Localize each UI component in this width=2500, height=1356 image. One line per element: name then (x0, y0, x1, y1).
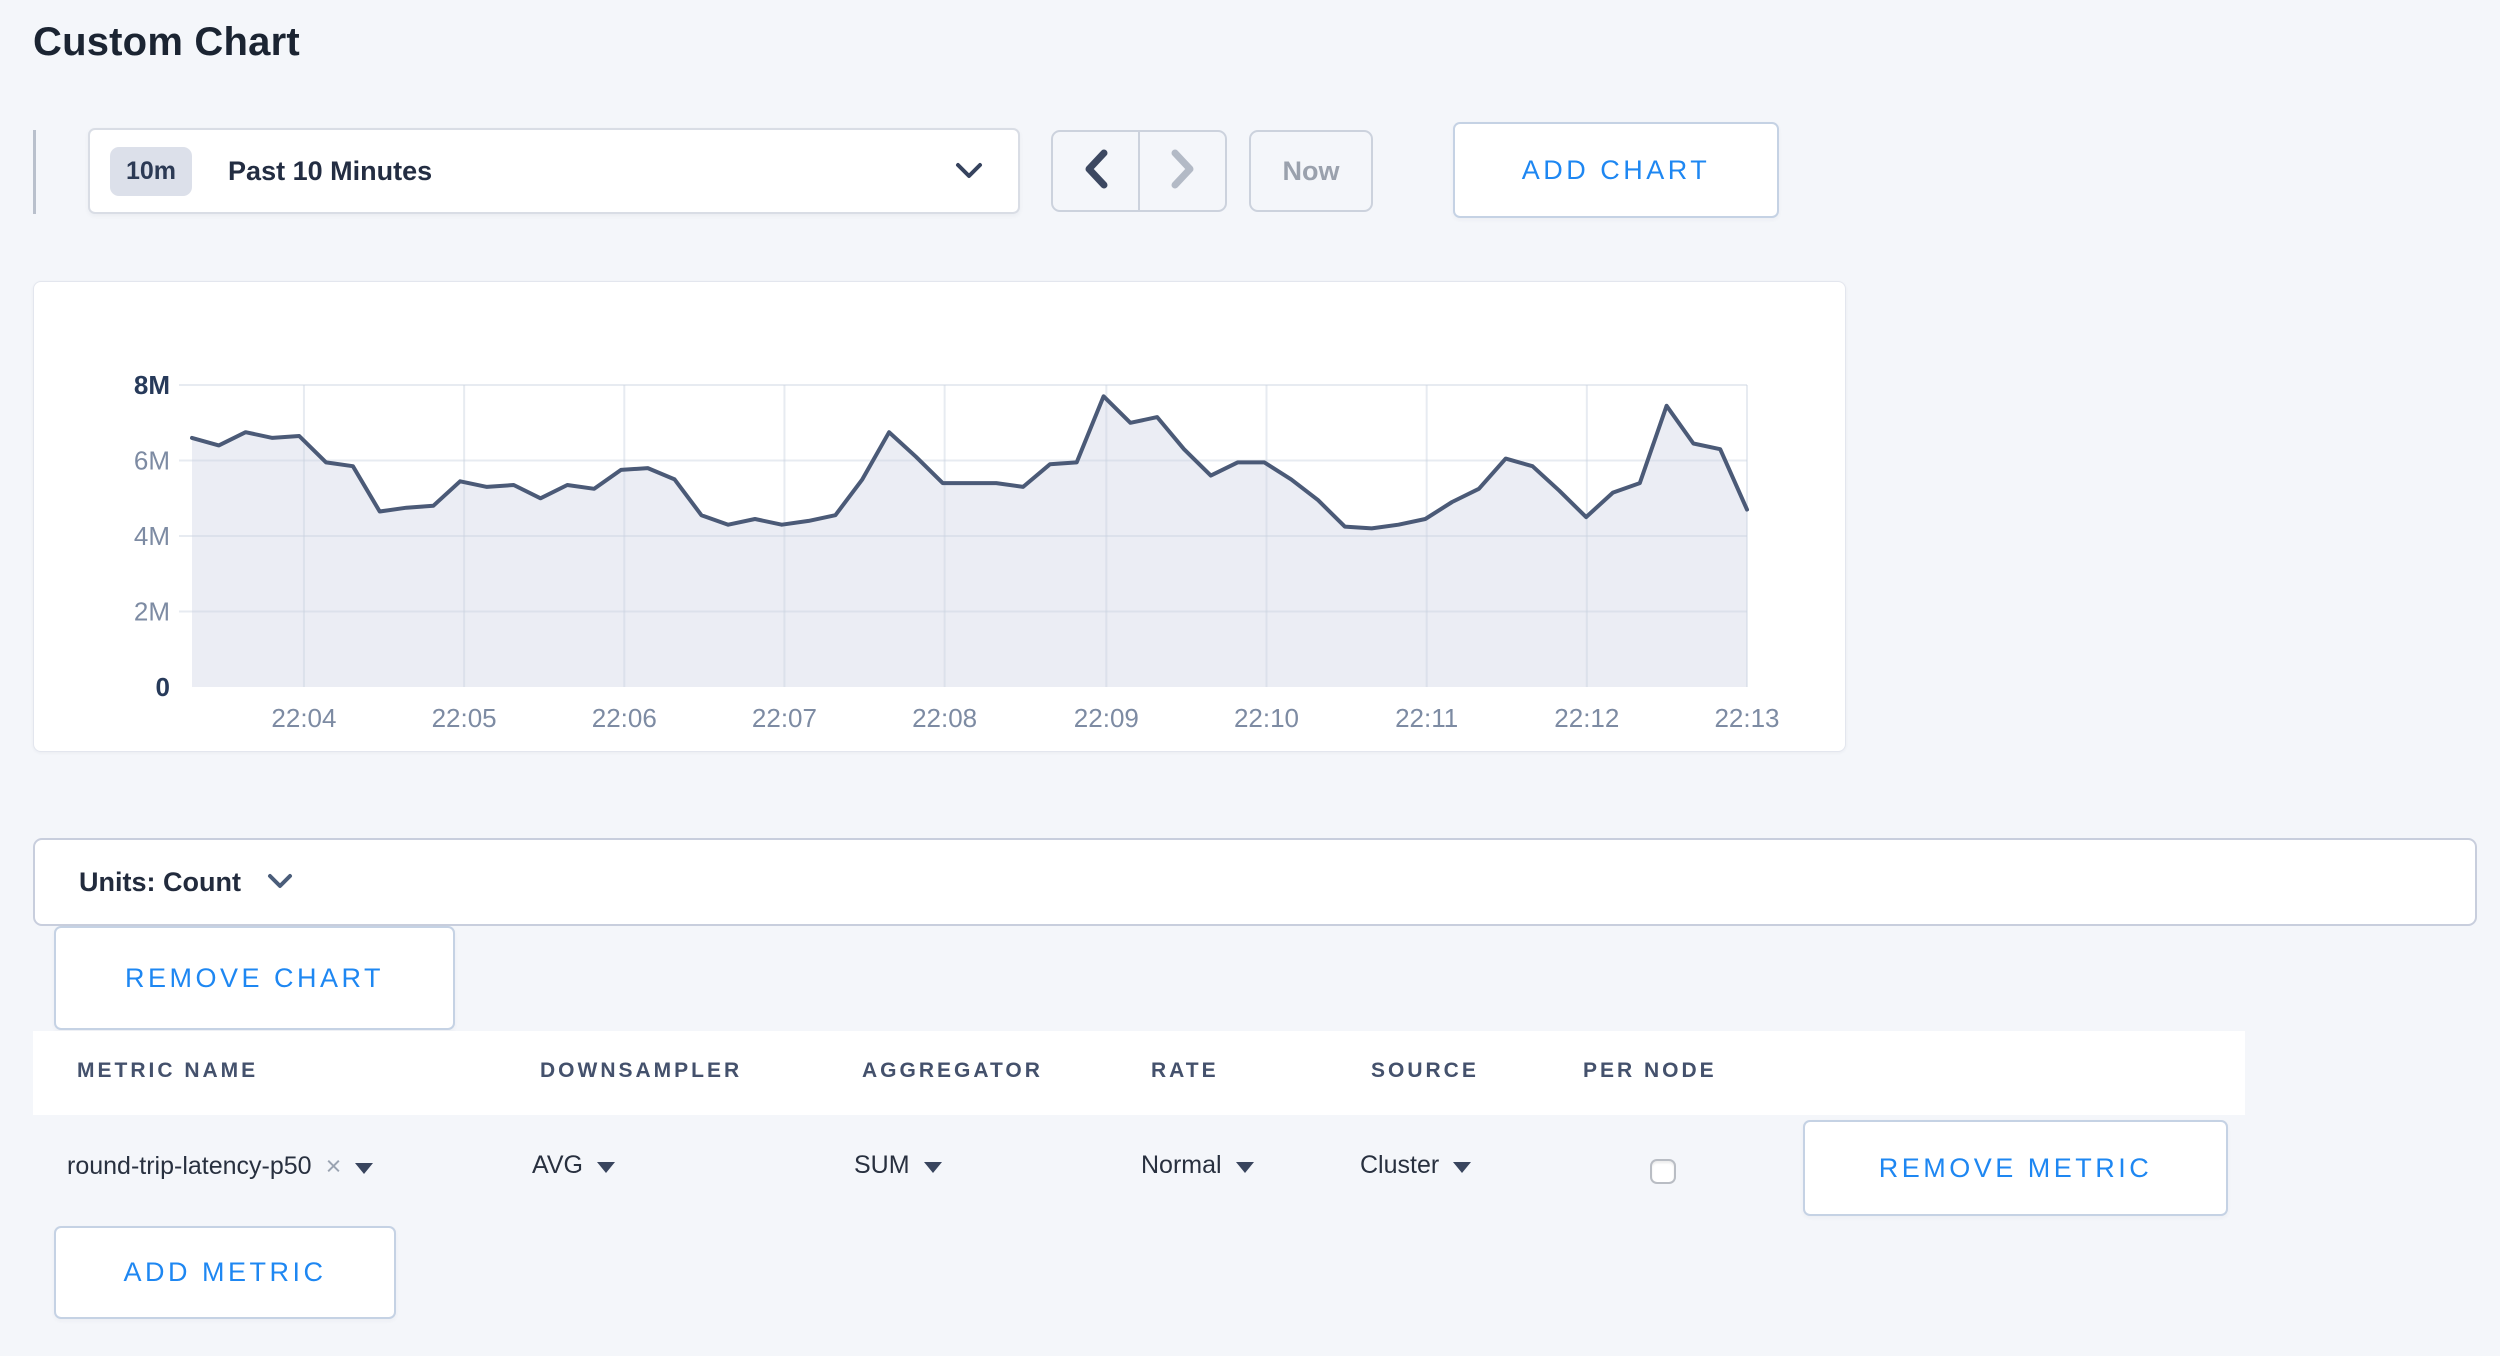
metric-name-value: round-trip-latency-p50 (67, 1152, 312, 1180)
svg-text:22:05: 22:05 (432, 703, 497, 733)
caret-down-icon (1453, 1161, 1472, 1173)
downsampler-select[interactable]: AVG (532, 1151, 615, 1180)
caret-down-icon (1235, 1161, 1254, 1173)
clear-metric-icon[interactable]: × (325, 1151, 342, 1181)
source-select[interactable]: Cluster (1360, 1151, 1472, 1180)
source-value: Cluster (1360, 1151, 1440, 1179)
chevron-down-icon (267, 873, 293, 895)
column-header-rate: RATE (1151, 1059, 1219, 1082)
column-header-downsampler: DOWNSAMPLER (540, 1059, 743, 1082)
add-chart-button[interactable]: ADD CHART (1453, 122, 1779, 218)
svg-text:2M: 2M (134, 597, 170, 627)
rate-value: Normal (1141, 1151, 1222, 1179)
column-header-per-node: PER NODE (1583, 1059, 1717, 1082)
caret-down-icon (355, 1162, 374, 1174)
per-node-checkbox[interactable] (1650, 1159, 1676, 1184)
units-label: Units: Count (79, 866, 241, 897)
svg-text:4M: 4M (134, 521, 170, 551)
time-range-dropdown[interactable]: 10m Past 10 Minutes (88, 128, 1020, 214)
svg-text:0: 0 (156, 672, 170, 702)
downsampler-value: AVG (532, 1151, 583, 1179)
svg-text:22:07: 22:07 (752, 703, 817, 733)
svg-text:22:10: 22:10 (1234, 703, 1299, 733)
aggregator-select[interactable]: SUM (854, 1151, 942, 1180)
svg-text:22:12: 22:12 (1554, 703, 1619, 733)
svg-text:22:13: 22:13 (1714, 703, 1779, 733)
latency-area-chart: 8M 6M 4M 2M 0 22:04 22:05 22:06 22:07 22:08 22:09 2… (134, 370, 1780, 733)
rate-select[interactable]: Normal (1141, 1151, 1254, 1180)
chevron-left-icon (1083, 149, 1109, 194)
remove-metric-button[interactable]: REMOVE METRIC (1803, 1120, 2228, 1216)
aggregator-value: SUM (854, 1151, 910, 1179)
now-button[interactable]: Now (1249, 130, 1373, 212)
chevron-right-icon (1170, 149, 1196, 194)
metrics-table-header: METRIC NAME DOWNSAMPLER AGGREGATOR RATE … (33, 1031, 2245, 1115)
svg-text:22:09: 22:09 (1074, 703, 1139, 733)
remove-chart-button[interactable]: REMOVE CHART (54, 926, 455, 1030)
time-range-arrows (1051, 130, 1227, 212)
time-range-label: Past 10 Minutes (228, 155, 433, 186)
svg-text:6M: 6M (134, 446, 170, 476)
caret-down-icon (596, 1161, 615, 1173)
toolbar-accent-divider (33, 130, 36, 214)
svg-text:22:04: 22:04 (271, 703, 336, 733)
previous-range-button[interactable] (1053, 132, 1138, 210)
next-range-button[interactable] (1138, 132, 1225, 210)
svg-text:8M: 8M (134, 370, 170, 400)
add-metric-button[interactable]: ADD METRIC (54, 1226, 396, 1319)
caret-down-icon (923, 1161, 942, 1173)
time-range-badge: 10m (110, 146, 193, 196)
column-header-source: SOURCE (1371, 1059, 1479, 1082)
latency-chart-card: 8M 6M 4M 2M 0 22:04 22:05 22:06 22:07 22:08 22:09 2… (33, 281, 1846, 752)
metric-table-row: round-trip-latency-p50 × AVG SUM Normal … (33, 1113, 2245, 1228)
svg-text:22:08: 22:08 (912, 703, 977, 733)
chevron-down-icon (954, 161, 984, 186)
svg-text:22:06: 22:06 (592, 703, 657, 733)
metric-name-select[interactable]: round-trip-latency-p50 × (67, 1151, 374, 1182)
column-header-aggregator: AGGREGATOR (862, 1059, 1043, 1082)
svg-text:22:11: 22:11 (1395, 703, 1458, 733)
column-header-metric-name: METRIC NAME (77, 1059, 259, 1082)
units-dropdown[interactable]: Units: Count (33, 838, 2477, 926)
page-title: Custom Chart (33, 20, 300, 64)
